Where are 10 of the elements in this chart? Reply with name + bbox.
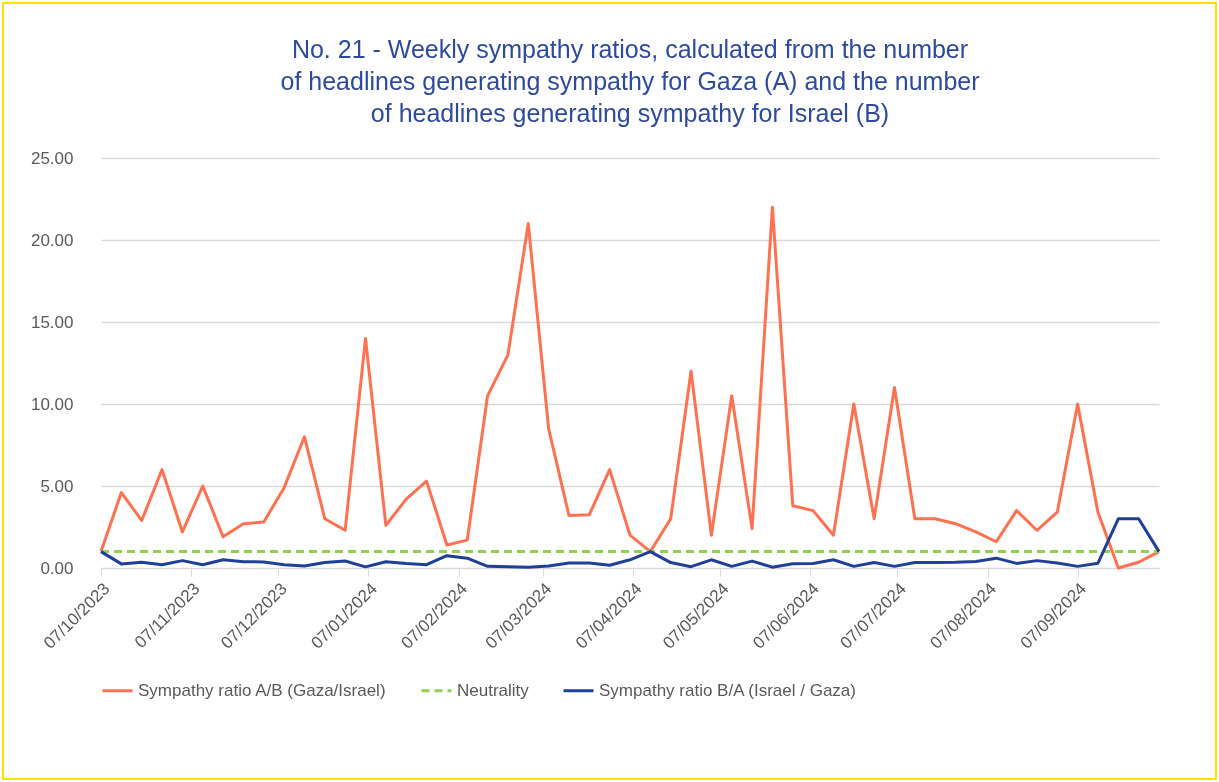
y-tick-label: 20.00 — [30, 230, 74, 250]
y-tick-label: 0.00 — [40, 558, 74, 578]
y-tick-label: 10.00 — [30, 394, 74, 414]
legend-label: Neutrality — [457, 680, 530, 700]
legend-label: Sympathy ratio B/A (Israel / Gaza) — [599, 680, 856, 700]
y-tick-label: 5.00 — [40, 476, 74, 496]
y-tick-label: 15.00 — [30, 312, 74, 332]
chart-title: No. 21 - Weekly sympathy ratios, calculated from the number of headlines generating sympathy for Gaza (A) and the number of headlines generating sympathy for Israel (B) — [280, 35, 980, 127]
y-tick-label: 25.00 — [30, 148, 74, 168]
legend-label: Sympathy ratio A/B (Gaza/Israel) — [138, 680, 386, 700]
